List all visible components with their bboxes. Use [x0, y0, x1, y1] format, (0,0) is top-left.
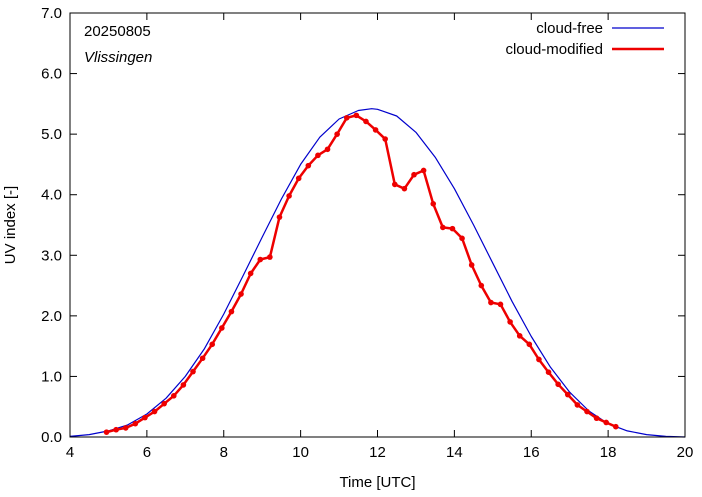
x-axis-title: Time [UTC]	[339, 474, 415, 491]
x-tick-label: 20	[677, 444, 694, 461]
y-tick-label: 5.0	[41, 126, 62, 143]
data-point-cloud-modified	[613, 423, 619, 430]
data-point-cloud-modified	[190, 368, 196, 375]
data-point-cloud-modified	[142, 414, 148, 421]
data-point-cloud-modified	[545, 369, 552, 375]
data-point-cloud-modified	[353, 112, 360, 119]
y-tick-label: 4.0	[41, 187, 62, 204]
data-point-cloud-modified	[199, 355, 206, 362]
data-point-cloud-modified	[536, 356, 542, 363]
data-point-cloud-modified	[459, 235, 465, 242]
x-tick-label: 8	[220, 444, 228, 461]
data-point-cloud-modified	[180, 382, 187, 388]
data-point-cloud-modified	[555, 381, 561, 388]
date-annotation: 20250805	[84, 23, 151, 40]
data-point-cloud-modified	[228, 308, 235, 315]
x-tick-label: 18	[600, 444, 617, 461]
ticks-layer: 4 6 8 10 12 14 16 18 20 0.0 1.0 2.0 3.0 4.0 5.0 6.0 7.0	[41, 5, 693, 461]
data-point-cloud-modified	[238, 291, 244, 297]
data-point-cloud-modified	[593, 415, 600, 422]
x-tick-label: 6	[143, 444, 151, 461]
data-point-cloud-modified	[391, 181, 398, 188]
y-tick-label: 1.0	[41, 368, 62, 385]
y-axis-title: UV index [-]	[2, 186, 19, 264]
legend-label-cloud-modified: cloud-modified	[505, 41, 603, 58]
data-point-cloud-modified	[468, 262, 475, 268]
data-point-cloud-modified	[497, 301, 504, 308]
data-point-cloud-modified	[219, 325, 225, 331]
legend: cloud-free cloud-modified	[505, 20, 664, 58]
data-point-cloud-modified	[372, 127, 379, 133]
data-point-cloud-modified	[161, 400, 167, 407]
data-point-cloud-modified	[103, 429, 110, 435]
data-point-cloud-modified	[132, 420, 139, 427]
data-point-cloud-modified	[267, 254, 273, 260]
x-tick-label: 14	[446, 444, 463, 461]
data-point-cloud-modified	[574, 402, 581, 408]
data-point-cloud-modified	[295, 175, 302, 182]
x-tick-label: 4	[66, 444, 74, 461]
data-point-cloud-modified	[382, 136, 388, 142]
data-point-cloud-modified	[411, 171, 417, 178]
data-point-cloud-modified	[305, 162, 312, 169]
x-tick-label: 10	[292, 444, 309, 461]
data-point-cloud-modified	[449, 225, 456, 232]
data-point-cloud-modified	[276, 214, 283, 220]
data-point-cloud-modified	[488, 299, 494, 306]
data-point-cloud-modified	[478, 282, 485, 289]
data-point-cloud-modified	[564, 391, 571, 398]
x-tick-label: 16	[523, 444, 540, 461]
y-tick-label: 6.0	[41, 66, 62, 83]
data-point-cloud-modified	[324, 146, 331, 153]
data-point-cloud-modified	[170, 393, 177, 399]
data-point-cloud-modified	[151, 408, 158, 415]
location-annotation: Vlissingen	[84, 49, 152, 66]
data-point-cloud-modified	[122, 425, 129, 431]
data-point-cloud-modified	[507, 319, 513, 325]
data-point-cloud-modified	[315, 152, 321, 159]
series-line-cloud-free	[69, 108, 686, 438]
data-point-cloud-modified	[516, 333, 523, 339]
y-tick-label: 3.0	[41, 247, 62, 264]
x-tick-label: 12	[369, 444, 386, 461]
data-point-cloud-modified	[401, 185, 408, 192]
data-point-cloud-modified	[584, 408, 590, 415]
data-point-cloud-modified	[430, 201, 437, 207]
y-tick-label: 2.0	[41, 308, 62, 325]
data-point-cloud-modified	[363, 118, 369, 125]
series-layer	[69, 108, 686, 438]
data-point-cloud-modified	[209, 341, 216, 348]
data-point-cloud-modified	[440, 224, 446, 231]
y-tick-label: 0.0	[41, 429, 62, 446]
data-point-cloud-modified	[603, 419, 610, 426]
data-point-cloud-modified	[247, 270, 254, 277]
data-point-cloud-modified	[257, 256, 264, 263]
data-point-cloud-modified	[334, 131, 340, 137]
data-point-cloud-modified	[113, 426, 119, 433]
y-tick-label: 7.0	[41, 5, 62, 22]
data-point-cloud-modified	[343, 114, 350, 121]
legend-label-cloud-free: cloud-free	[536, 20, 603, 37]
data-point-cloud-modified	[286, 193, 292, 199]
data-point-cloud-modified	[420, 167, 427, 174]
data-point-cloud-modified	[526, 341, 533, 348]
